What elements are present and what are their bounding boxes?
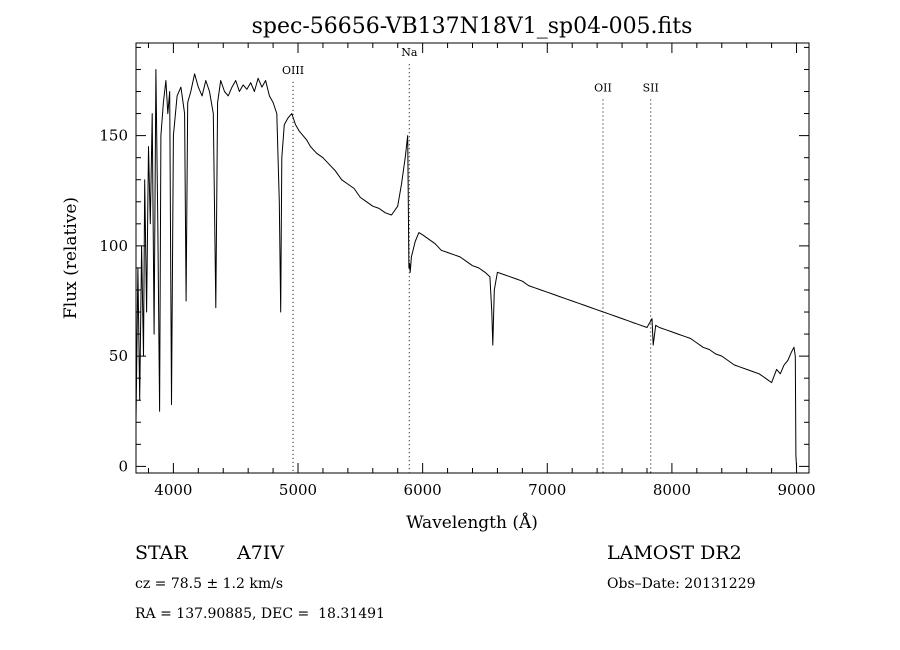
- plot-frame: [135, 42, 810, 474]
- axis-ticks: 4000 5000 6000 7000 8000 9000 0 50 100 150: [99, 43, 816, 499]
- y-tick-label: 150: [99, 127, 128, 145]
- x-tick-label: 8000: [653, 481, 691, 499]
- x-tick-label: 4000: [154, 481, 192, 499]
- coordinates-readout: RA = 137.90885, DEC = 18.31491: [135, 606, 385, 622]
- y-tick-label: 0: [118, 457, 128, 475]
- x-tick-label: 9000: [777, 481, 815, 499]
- chart-title: spec-56656-VB137N18V1_sp04-005.fits: [252, 14, 693, 39]
- x-axis-label: Wavelength (Å): [406, 512, 538, 533]
- y-tick-label: 50: [109, 347, 128, 365]
- y-tick-label: 100: [99, 237, 128, 255]
- line-marker-label: SII: [643, 82, 659, 95]
- spectral-subclass: A7IV: [237, 542, 285, 564]
- x-tick-label: 5000: [279, 481, 317, 499]
- line-marker-label: Na: [401, 46, 418, 59]
- observation-date: Obs–Date: 20131229: [607, 576, 756, 592]
- line-marker-layer: OIII Na OII SII: [282, 46, 659, 473]
- series-layer: [135, 69, 797, 467]
- x-tick-label: 6000: [404, 481, 442, 499]
- x-tick-label: 7000: [528, 481, 566, 499]
- survey-name: LAMOST DR2: [607, 542, 742, 564]
- line-marker-label: OIII: [282, 64, 304, 77]
- spectrum-series-line: [135, 69, 797, 467]
- line-marker-label: OII: [594, 82, 612, 95]
- object-type: STAR: [135, 542, 188, 564]
- y-axis-label: Flux (relative): [61, 197, 81, 319]
- redshift-readout: cz = 78.5 ± 1.2 km/s: [135, 576, 284, 592]
